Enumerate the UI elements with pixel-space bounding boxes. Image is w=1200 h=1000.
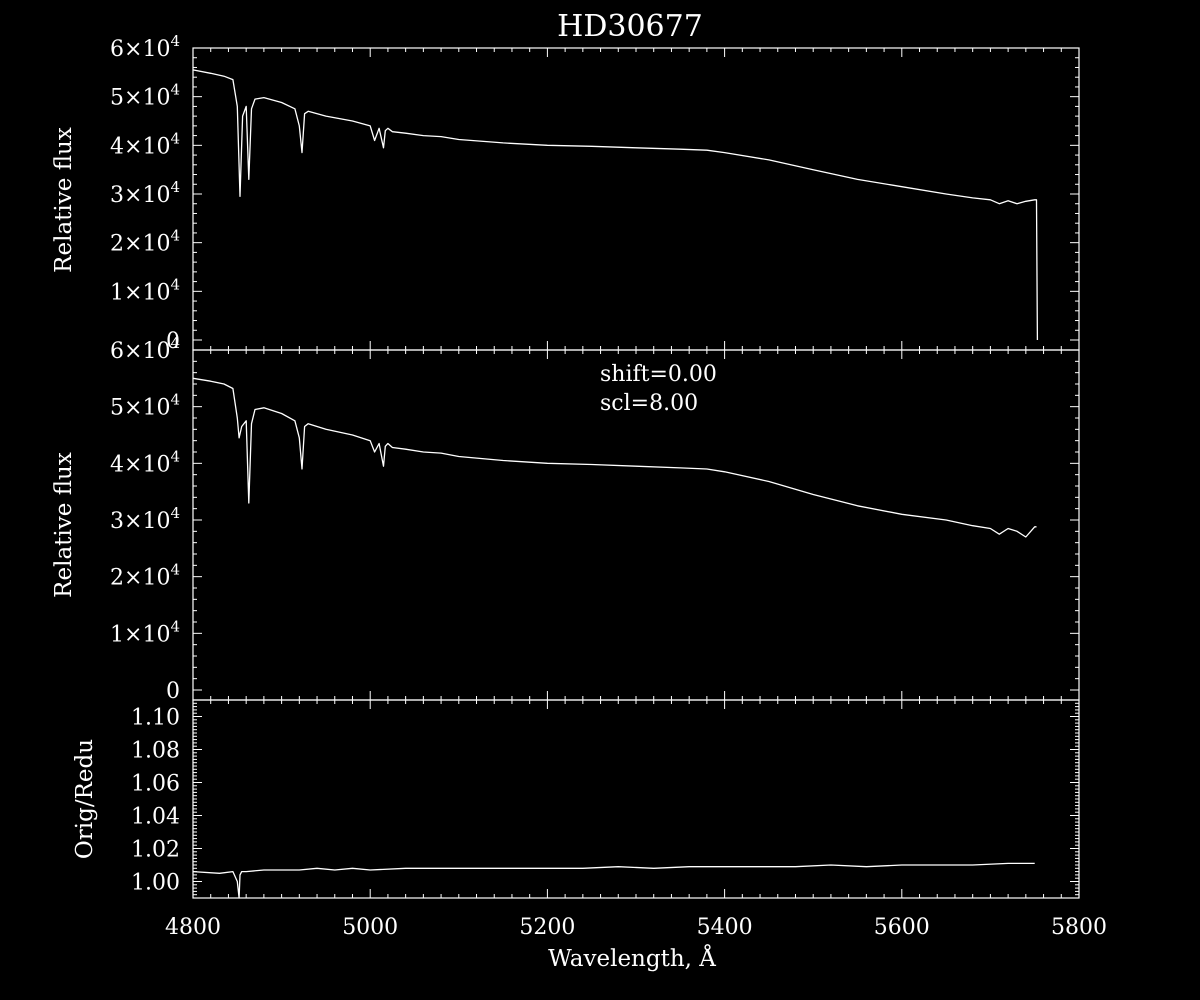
panel-top-ticks <box>192 47 1080 350</box>
panel-top-series <box>192 69 1039 341</box>
panel-middle-ytick-labels: 0 1×104 2×104 3×104 4×104 5×104 6×104 <box>110 334 180 704</box>
panel-middle-ylabel: Relative flux <box>51 452 77 598</box>
panel-middle-ticks <box>192 349 1080 700</box>
spectrum-line <box>192 862 1035 899</box>
annotation-shift: shift=0.00 <box>600 362 717 387</box>
panel-bottom-ticks <box>192 699 1080 899</box>
y-tick-label: 1×104 <box>110 275 180 305</box>
y-tick-label: 4×104 <box>110 129 180 159</box>
y-tick-label: 1.02 <box>131 838 180 863</box>
x-tick-label: 5000 <box>342 915 398 940</box>
x-tick-label: 5200 <box>519 915 575 940</box>
x-tick-label: 4800 <box>165 915 221 940</box>
y-tick-label: 3×104 <box>110 178 180 208</box>
y-tick-label: 2×104 <box>110 561 180 591</box>
x-tick-label: 5400 <box>697 915 753 940</box>
panel-middle: 0 1×104 2×104 3×104 4×104 5×104 6×104 Relative… <box>51 334 1080 704</box>
panel-bottom-series <box>192 862 1035 899</box>
y-tick-label: 0 <box>166 329 180 354</box>
panel-middle-series <box>192 377 1037 538</box>
panel-bottom-xtick-labels: 4800 5000 5200 5400 5600 5800 <box>165 915 1107 940</box>
annotation-scl: scl=8.00 <box>600 391 698 416</box>
y-tick-label: 5×104 <box>110 81 180 111</box>
panel-bottom-ytick-labels: 1.00 1.02 1.04 1.06 1.08 1.10 <box>131 706 180 896</box>
panel-top-ytick-labels: 0 1×104 2×104 3×104 4×104 5×104 6×104 <box>110 32 180 354</box>
panel-top-ylabel: Relative flux <box>51 127 77 273</box>
panel-bottom-frame <box>192 699 1080 899</box>
panel-bottom-xlabel: Wavelength, Å <box>548 944 716 972</box>
y-tick-label: 6×104 <box>110 32 180 62</box>
y-tick-label: 1.04 <box>131 805 180 830</box>
y-tick-label: 5×104 <box>110 391 180 421</box>
y-tick-label: 6×104 <box>110 334 180 364</box>
y-tick-label: 1.10 <box>131 706 180 731</box>
spectrum-line <box>192 377 1037 538</box>
y-tick-label: 1.06 <box>131 772 180 797</box>
panel-bottom: 1.00 1.02 1.04 1.06 1.08 1.10 4800 5000 5200 540… <box>72 699 1107 972</box>
y-tick-label: 1×104 <box>110 617 180 647</box>
y-tick-label: 1.08 <box>131 739 180 764</box>
x-tick-label: 5600 <box>874 915 930 940</box>
x-tick-label: 5800 <box>1051 915 1107 940</box>
panel-bottom-ylabel: Orig/Redu <box>72 739 98 859</box>
spectrum-line <box>192 69 1039 341</box>
y-tick-label: 2×104 <box>110 227 180 257</box>
y-tick-label: 1.00 <box>131 871 180 896</box>
y-tick-label: 0 <box>166 679 180 704</box>
panel-top: 0 1×104 2×104 3×104 4×104 5×104 6×104 Relative… <box>51 32 1080 354</box>
figure-title: HD30677 <box>557 9 703 44</box>
y-tick-label: 3×104 <box>110 504 180 534</box>
y-tick-label: 4×104 <box>110 447 180 477</box>
